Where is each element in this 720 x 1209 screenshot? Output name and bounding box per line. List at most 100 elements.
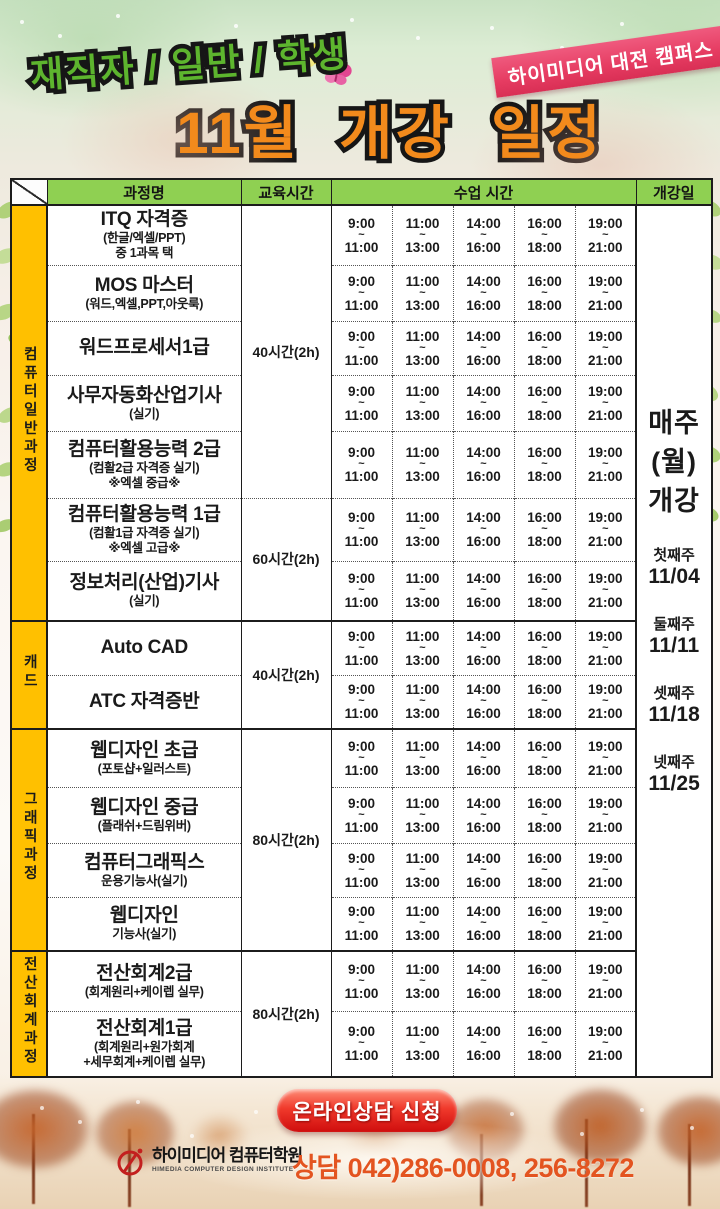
time-slot-cell: 19:00 ~21:00 <box>574 497 637 561</box>
course-subtitle: (워드,엑셀,PPT,아웃룩) <box>85 296 204 311</box>
time-text: 16:00 <box>527 1024 562 1040</box>
time-text: ~ <box>602 1037 609 1050</box>
weekly-open-label: 개강 <box>648 486 700 516</box>
weekly-open-label: 매주 <box>648 408 700 438</box>
time-slot-cell: 16:00 ~18:00 <box>513 320 575 375</box>
time-text: 19:00 <box>588 682 623 698</box>
course-name: 워드프로세서1급 <box>78 337 210 358</box>
time-text: ~ <box>541 695 548 708</box>
time-text: 9:00 <box>347 738 376 754</box>
phone-number: 상담 042)286-0008, 256-8272 <box>292 1153 634 1183</box>
course-subtitle: ※엑셀 고급※ <box>108 540 181 555</box>
course-subtitle: 기능사(실기) <box>112 927 177 942</box>
time-slot-cell: 19:00 ~21:00 <box>574 728 637 787</box>
time-slot-cell: 16:00 ~18:00 <box>513 560 575 621</box>
hours-cell: 80시간(2h) <box>241 950 332 1077</box>
time-text: 16:00 <box>466 239 501 255</box>
time-text: ~ <box>480 523 487 535</box>
time-text: ~ <box>480 286 487 299</box>
time-slot-cell: 9:00 ~11:00 <box>331 1010 392 1077</box>
time-text: ~ <box>480 641 487 654</box>
table-row: 캐드 Auto CAD 40시간(2h) 9:00 ~11:00 11:00 ~13:00 1… <box>11 620 712 729</box>
time-text: ~ <box>541 286 548 299</box>
time-slot-cell: 19:00 ~21:00 <box>574 950 637 1011</box>
online-consult-button[interactable]: 온라인상담 신청 <box>277 1089 457 1132</box>
hours-cell: 40시간(2h) <box>241 204 332 498</box>
time-slot-cell: 11:00 ~13:00 <box>391 896 453 951</box>
time-text: 21:00 <box>588 1048 623 1064</box>
time-text: ~ <box>480 341 487 354</box>
time-slot-cell: 14:00 ~16:00 <box>452 620 514 675</box>
time-text: 16:00 <box>527 445 562 460</box>
course-cell: 전산회계1급 (회계원리+원가회계 +세무회계+케이렙 실무) <box>47 1010 242 1077</box>
course-cell: 전산회계2급 (회계원리+케이렙 실무) <box>47 950 242 1011</box>
time-text: 11:00 <box>405 738 440 754</box>
time-slot-cell: 9:00 ~11:00 <box>331 497 392 561</box>
time-text: 14:00 <box>466 795 501 811</box>
time-slot-cell: 11:00 ~13:00 <box>391 842 453 897</box>
time-text: ~ <box>602 808 609 821</box>
time-text: 19:00 <box>588 904 623 920</box>
time-text: ~ <box>358 396 365 409</box>
course-subtitle: +세무회계+케이렙 실무) <box>83 1054 206 1069</box>
start-date-cell: 매주 (월) 개강 첫째주 11/04 둘째주 11/11 셋째주 11/18 넷째주 11/25 <box>635 204 713 1077</box>
time-slot-cell: 14:00 ~16:00 <box>452 320 514 375</box>
time-slot-cell: 14:00 ~16:00 <box>452 674 514 729</box>
week-label: 넷째주 <box>653 754 695 771</box>
time-text: 19:00 <box>588 1024 623 1040</box>
time-text: 13:00 <box>405 762 440 778</box>
time-slot-cell: 11:00 ~13:00 <box>391 264 453 321</box>
time-text: 18:00 <box>527 652 562 668</box>
time-text: ~ <box>602 641 609 654</box>
time-slot-cell: 16:00 ~18:00 <box>513 786 575 843</box>
time-text: 14:00 <box>466 682 501 698</box>
time-text: 18:00 <box>527 985 562 1001</box>
course-name: 정보처리(산업)기사 <box>69 572 220 594</box>
time-slot-cell: 16:00 ~18:00 <box>513 264 575 321</box>
time-text: 19:00 <box>588 628 623 644</box>
time-slot-cell: 14:00 ~16:00 <box>452 1010 514 1077</box>
time-text: ~ <box>480 695 487 708</box>
time-text: 11:00 <box>344 534 379 549</box>
time-text: ~ <box>541 863 548 876</box>
time-text: ~ <box>419 695 426 708</box>
time-text: ~ <box>358 641 365 654</box>
category-label: 캐드 <box>21 654 38 691</box>
week-block: 넷째주 11/25 <box>637 754 711 796</box>
time-text: 16:00 <box>527 738 562 754</box>
time-text: 14:00 <box>466 628 501 644</box>
corner-diagonal-cell <box>10 178 48 206</box>
time-text: 16:00 <box>466 352 501 368</box>
course-cell: 사무자동화산업기사 (실기) <box>47 374 242 431</box>
time-text: 13:00 <box>405 469 440 484</box>
time-text: 11:00 <box>405 571 440 587</box>
time-text: 16:00 <box>527 904 562 920</box>
time-text: 11:00 <box>344 874 379 890</box>
time-text: ~ <box>602 695 609 708</box>
time-text: 18:00 <box>527 928 562 944</box>
time-slot-cell: 11:00 ~13:00 <box>391 728 453 787</box>
time-text: 16:00 <box>466 985 501 1001</box>
time-text: 21:00 <box>588 407 623 423</box>
time-text: 13:00 <box>405 297 440 313</box>
course-cell: 웹디자인 초급 (포토샵+일러스트) <box>47 728 242 787</box>
time-text: 18:00 <box>527 407 562 423</box>
time-text: ~ <box>419 641 426 654</box>
course-subtitle: 운용기능사(실기) <box>101 873 188 888</box>
time-slot-cell: 9:00 ~11:00 <box>331 950 392 1011</box>
time-slot-cell: 19:00 ~21:00 <box>574 620 637 675</box>
course-name: ITQ 자격증 <box>100 209 189 231</box>
time-text: ~ <box>419 458 426 470</box>
time-text: 9:00 <box>347 215 376 231</box>
time-text: 11:00 <box>344 469 379 484</box>
time-slot-cell: 19:00 ~21:00 <box>574 842 637 897</box>
category-cell: 캐드 <box>11 620 48 729</box>
time-text: ~ <box>480 863 487 876</box>
time-text: 16:00 <box>466 706 501 722</box>
time-slot-cell: 9:00 ~11:00 <box>331 430 392 498</box>
sparkle-dots <box>20 20 24 24</box>
time-text: ~ <box>419 228 426 241</box>
time-slot-cell: 9:00 ~11:00 <box>331 786 392 843</box>
weekly-open-label: (월) <box>651 447 697 477</box>
time-slot-cell: 14:00 ~16:00 <box>452 842 514 897</box>
